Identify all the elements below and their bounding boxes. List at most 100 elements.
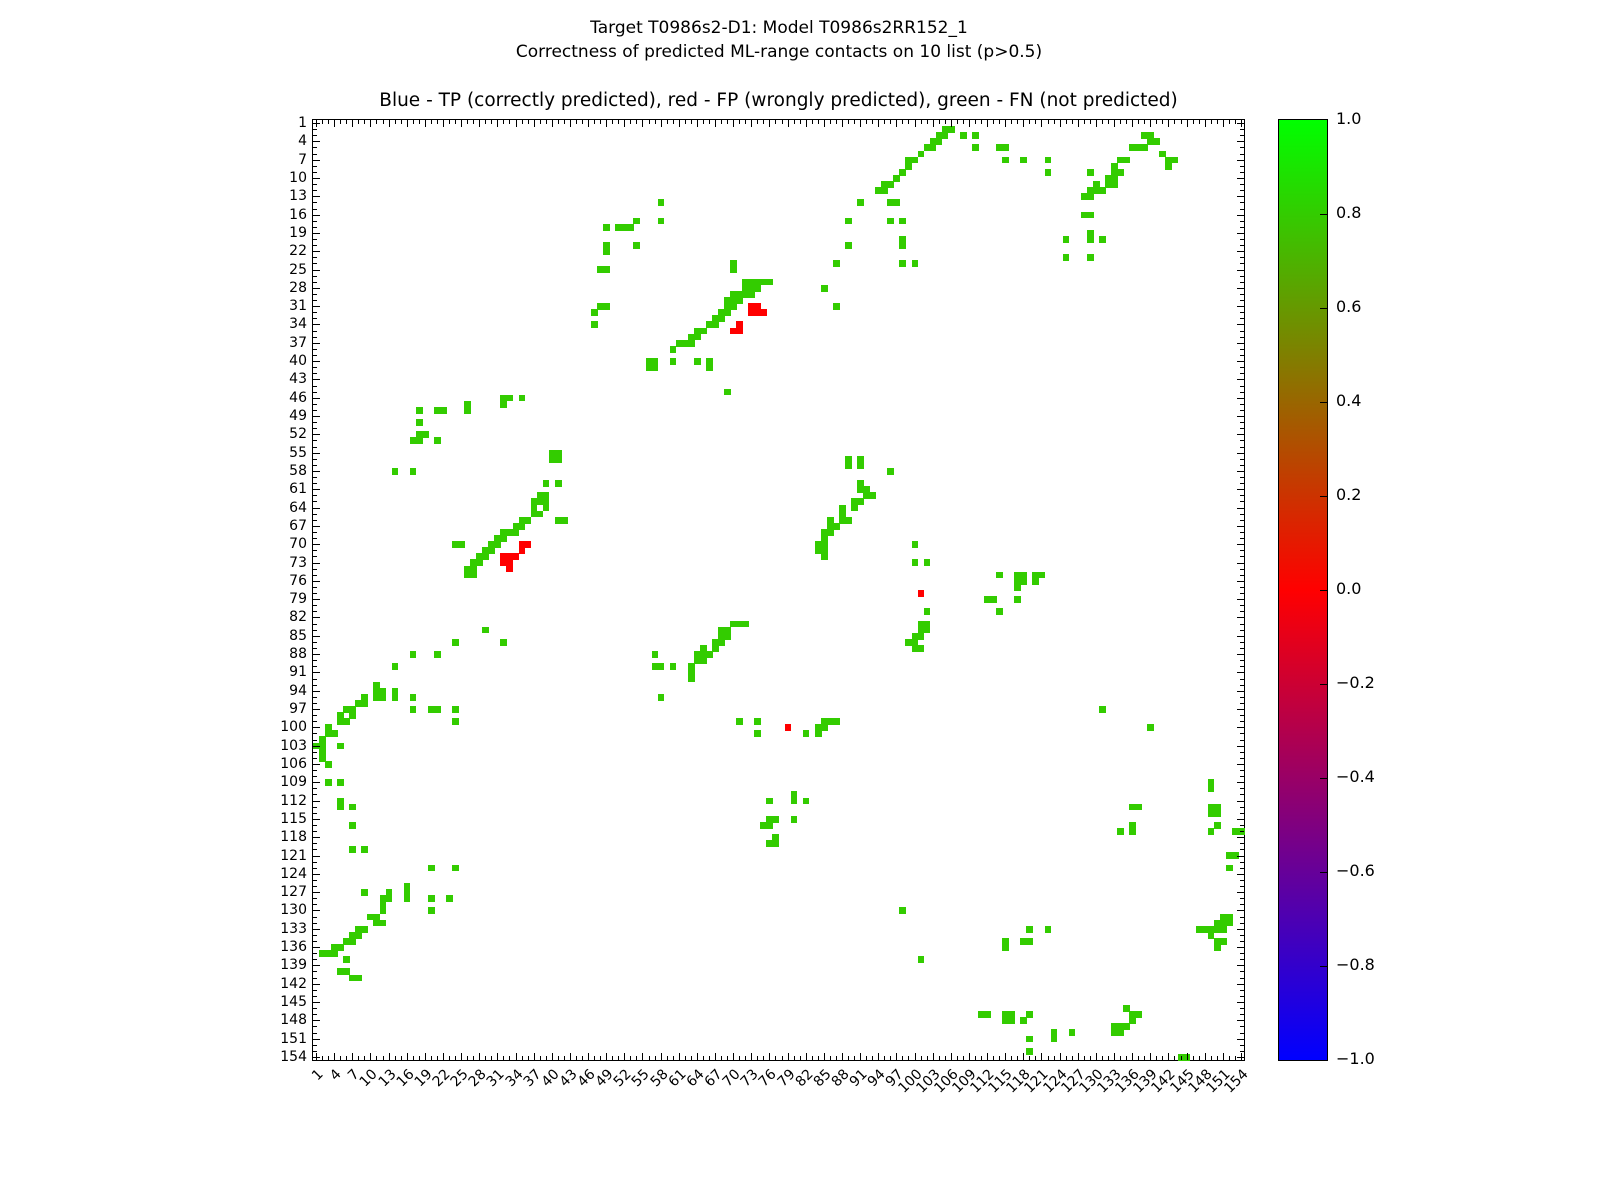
axis-tick-right xyxy=(1240,959,1244,961)
fn-cell xyxy=(1165,162,1173,170)
axis-tick-right xyxy=(1237,159,1244,161)
y-tick-label: 37 xyxy=(289,334,307,351)
axis-tick-left xyxy=(313,672,320,674)
axis-tick-top xyxy=(527,120,529,124)
fn-cell xyxy=(1008,1017,1015,1025)
fn-cell xyxy=(452,541,459,548)
axis-tick-bottom xyxy=(539,1056,541,1060)
axis-tick-left xyxy=(313,580,320,582)
fn-cell xyxy=(1020,156,1028,164)
fn-cell xyxy=(355,925,363,933)
fn-cell xyxy=(1117,156,1124,164)
fn-cell xyxy=(718,315,725,323)
fn-cell xyxy=(621,223,629,231)
axis-tick-right xyxy=(1240,611,1244,613)
axis-tick-top xyxy=(1216,120,1218,124)
y-tick-label: 16 xyxy=(289,206,307,223)
axis-tick-right xyxy=(1240,684,1244,686)
fn-cell xyxy=(494,535,502,542)
axis-tick-left xyxy=(313,202,317,204)
fn-cell xyxy=(1020,1017,1028,1025)
axis-tick-left xyxy=(313,800,320,802)
fn-cell xyxy=(512,522,520,530)
axis-tick-bottom xyxy=(424,1053,426,1060)
fn-cell xyxy=(724,309,731,317)
axis-tick-left xyxy=(313,318,317,320)
axis-tick-top xyxy=(340,120,342,124)
axis-tick-right xyxy=(1240,721,1244,723)
fn-cell xyxy=(760,821,768,829)
fn-cell xyxy=(1207,809,1215,817)
axis-tick-top xyxy=(467,120,469,124)
axis-tick-right xyxy=(1240,440,1244,442)
axis-tick-bottom xyxy=(1077,1053,1079,1060)
fn-cell xyxy=(325,724,332,732)
axis-tick-right xyxy=(1240,879,1244,881)
fn-cell xyxy=(693,358,701,365)
plot-title: Blue - TP (correctly predicted), red - F… xyxy=(379,90,1178,111)
axis-tick-right xyxy=(1237,562,1244,564)
fn-cell xyxy=(687,333,695,341)
fn-cell xyxy=(603,266,610,274)
axis-tick-top xyxy=(745,120,747,124)
axis-tick-top xyxy=(418,120,420,124)
fn-cell xyxy=(1201,925,1209,933)
fn-cell xyxy=(657,217,665,225)
fn-cell xyxy=(530,504,538,512)
y-tick-label: 115 xyxy=(280,810,307,827)
fn-cell xyxy=(1086,187,1094,194)
fn-cell xyxy=(1117,1023,1124,1031)
axis-tick-right xyxy=(1240,202,1244,204)
axis-tick-right xyxy=(1240,477,1244,479)
fn-cell xyxy=(343,956,350,964)
axis-tick-right xyxy=(1237,397,1244,399)
axis-tick-top xyxy=(370,120,372,127)
fn-cell xyxy=(1002,937,1009,945)
axis-tick-right xyxy=(1240,971,1244,973)
axis-tick-left xyxy=(313,165,317,167)
axis-tick-top xyxy=(1234,120,1236,124)
contact-map-plot: 1 4 7 10 13 16 19 22 25 28 31 34 37 40 43 46 49 52 55 58 61 6… xyxy=(280,116,1251,1096)
axis-tick-bottom xyxy=(666,1056,668,1060)
fn-cell xyxy=(518,516,526,524)
fn-cell xyxy=(1135,144,1142,152)
axis-tick-top xyxy=(690,120,692,124)
axis-tick-top xyxy=(1095,120,1097,127)
axis-tick-left xyxy=(313,867,317,869)
fn-cell xyxy=(319,736,326,744)
fp-cell xyxy=(506,565,514,573)
axis-tick-left xyxy=(313,733,317,735)
fn-cell xyxy=(905,156,913,164)
fn-cell xyxy=(651,358,659,365)
axis-tick-bottom xyxy=(1168,1053,1170,1060)
axis-tick-left xyxy=(313,208,317,210)
axis-tick-right xyxy=(1237,379,1244,381)
axis-tick-left xyxy=(313,641,317,643)
axis-tick-top xyxy=(926,120,928,124)
axis-tick-top xyxy=(787,120,789,127)
axis-tick-left xyxy=(313,495,317,497)
fn-cell xyxy=(325,950,332,957)
fn-cell xyxy=(971,144,979,152)
axis-tick-bottom xyxy=(636,1056,638,1060)
fn-cell xyxy=(391,663,399,671)
fn-cell xyxy=(1231,852,1239,860)
axis-tick-top xyxy=(702,120,704,124)
fn-cell xyxy=(1147,132,1154,139)
fn-cell xyxy=(826,516,834,524)
axis-tick-left xyxy=(313,1056,320,1058)
fn-cell xyxy=(379,687,387,695)
y-tick-label: 46 xyxy=(289,389,307,406)
fn-cell xyxy=(802,730,810,738)
axis-tick-bottom xyxy=(999,1056,1001,1060)
fp-cell xyxy=(518,541,526,548)
fn-cell xyxy=(337,718,344,725)
axis-tick-top xyxy=(533,120,535,127)
fn-cell xyxy=(1207,803,1215,811)
fn-cell xyxy=(403,882,411,890)
axis-tick-left xyxy=(313,263,317,265)
fn-cell xyxy=(349,974,356,982)
axis-tick-top xyxy=(981,120,983,124)
axis-tick-right xyxy=(1240,147,1244,149)
